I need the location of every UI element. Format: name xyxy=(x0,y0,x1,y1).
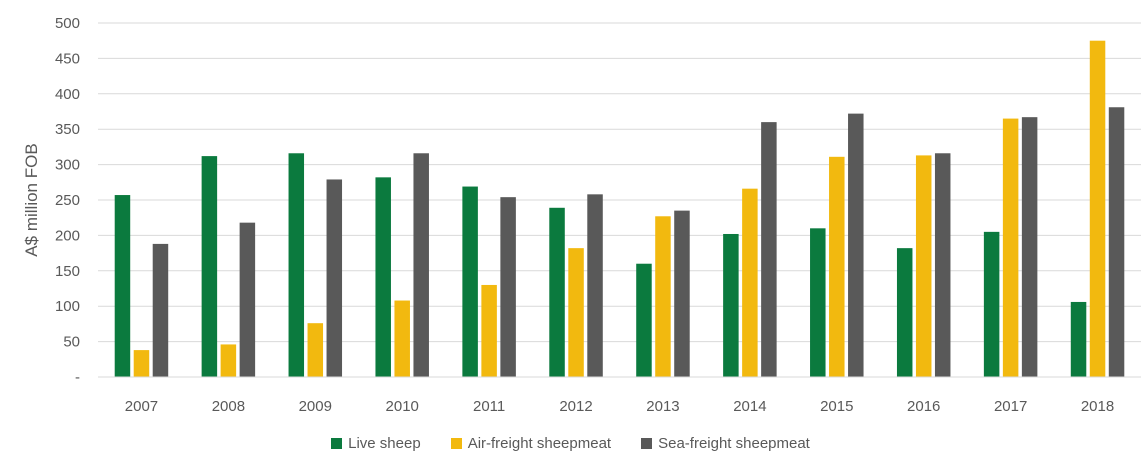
y-tick-label: - xyxy=(75,369,80,386)
bar-sea-freight-sheepmeat-2017 xyxy=(1021,117,1038,377)
bar-sea-freight-sheepmeat-2015 xyxy=(848,113,864,378)
y-tick-label: 350 xyxy=(55,121,80,138)
y-tick-label: 250 xyxy=(55,192,80,209)
gridlines xyxy=(98,22,1141,343)
x-tick-label: 2014 xyxy=(733,398,766,415)
legend-item-air-freight: Air-freight sheepmeat xyxy=(450,434,612,452)
legend-label-live-sheep: Live sheep xyxy=(348,434,421,452)
bar-air-freight-sheepmeat-2018 xyxy=(1089,40,1106,377)
legend: Live sheep Air-freight sheepmeat Sea-fre… xyxy=(0,433,1141,453)
bar-sea-freight-sheepmeat-2008 xyxy=(239,222,256,377)
legend-label-sea-freight: Sea-freight sheepmeat xyxy=(658,434,810,452)
x-tick-label: 2007 xyxy=(125,398,158,415)
y-tick-label: 300 xyxy=(55,157,80,174)
y-tick-label: 500 xyxy=(55,15,80,32)
x-tick-label: 2015 xyxy=(820,398,853,415)
bar-air-freight-sheepmeat-2012 xyxy=(568,248,584,377)
bar-live-sheep-2007 xyxy=(114,195,131,377)
bar-live-sheep-2010 xyxy=(375,177,391,377)
bar-live-sheep-2014 xyxy=(723,233,739,377)
legend-swatch-air-freight xyxy=(450,437,462,449)
x-tick-label: 2009 xyxy=(299,398,332,415)
bar-air-freight-sheepmeat-2016 xyxy=(915,155,932,377)
x-tick-label: 2010 xyxy=(386,398,419,415)
x-tick-label: 2017 xyxy=(994,398,1027,415)
y-tick-label: 200 xyxy=(55,227,80,244)
bar-air-freight-sheepmeat-2013 xyxy=(655,216,671,377)
bar-sea-freight-sheepmeat-2011 xyxy=(500,197,516,377)
bar-sea-freight-sheepmeat-2018 xyxy=(1108,107,1125,377)
bar-live-sheep-2018 xyxy=(1070,301,1087,377)
x-tick-label: 2013 xyxy=(646,398,679,415)
bar-air-freight-sheepmeat-2008 xyxy=(220,344,237,377)
y-tick-label: 450 xyxy=(55,50,80,67)
bar-air-freight-sheepmeat-2017 xyxy=(1002,118,1019,377)
y-axis-label: A$ million FOB xyxy=(22,143,41,256)
legend-item-sea-freight: Sea-freight sheepmeat xyxy=(641,435,810,452)
bar-live-sheep-2017 xyxy=(983,231,1000,377)
legend-swatch-sea-freight xyxy=(641,437,653,449)
bar-air-freight-sheepmeat-2010 xyxy=(394,300,410,377)
bars xyxy=(114,40,1125,378)
bar-air-freight-sheepmeat-2014 xyxy=(742,188,758,377)
bar-air-freight-sheepmeat-2011 xyxy=(481,284,497,377)
x-tick-label: 2011 xyxy=(473,398,505,415)
bar-live-sheep-2016 xyxy=(896,248,913,377)
legend-swatch-live-sheep xyxy=(331,437,343,449)
y-axis-ticks: - 50 100 150 200 250 300 350 400 450 500 xyxy=(55,15,80,386)
bar-live-sheep-2015 xyxy=(810,228,826,377)
bar-air-freight-sheepmeat-2007 xyxy=(133,350,150,377)
bar-sea-freight-sheepmeat-2007 xyxy=(152,243,169,377)
bar-sea-freight-sheepmeat-2012 xyxy=(587,194,603,377)
bar-live-sheep-2013 xyxy=(636,263,652,377)
bar-sea-freight-sheepmeat-2010 xyxy=(413,153,429,377)
y-tick-label: 100 xyxy=(55,298,80,315)
bar-sea-freight-sheepmeat-2016 xyxy=(934,153,951,377)
legend-item-live-sheep: Live sheep xyxy=(331,435,421,452)
x-tick-label: 2008 xyxy=(212,398,245,415)
legend-label-air-freight: Air-freight sheepmeat xyxy=(467,434,612,452)
bar-sea-freight-sheepmeat-2013 xyxy=(674,210,690,377)
y-tick-label: 50 xyxy=(63,334,80,351)
bar-live-sheep-2011 xyxy=(462,186,478,377)
y-tick-label: 400 xyxy=(55,86,80,103)
bar-sea-freight-sheepmeat-2014 xyxy=(761,122,777,378)
bar-live-sheep-2008 xyxy=(201,156,218,377)
bar-live-sheep-2009 xyxy=(288,153,305,377)
x-tick-label: 2016 xyxy=(907,398,940,415)
bar-air-freight-sheepmeat-2009 xyxy=(307,323,324,377)
y-tick-label: 150 xyxy=(55,263,80,280)
x-axis-ticks: 2007 2008 2009 2010 2011 2012 2013 2014 2015 2016… xyxy=(125,398,1114,415)
bar-air-freight-sheepmeat-2015 xyxy=(829,156,845,377)
x-tick-label: 2012 xyxy=(559,398,592,415)
bar-sea-freight-sheepmeat-2009 xyxy=(326,179,343,377)
x-tick-label: 2018 xyxy=(1081,398,1114,415)
bar-live-sheep-2012 xyxy=(549,207,565,377)
